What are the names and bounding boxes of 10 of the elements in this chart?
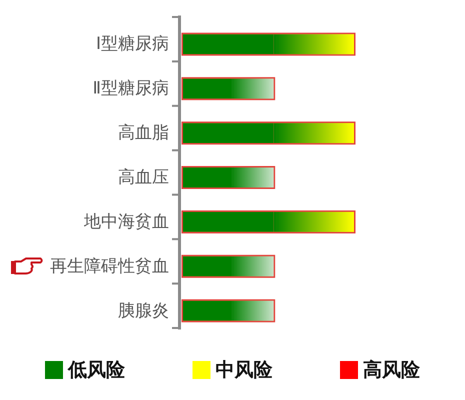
- y-tick-label: 再生障碍性贫血: [50, 256, 169, 276]
- y-tick-label: 胰腺炎: [118, 300, 169, 321]
- y-tick-label: 地中海贫血: [83, 212, 169, 232]
- y-tick-label: 高血脂: [118, 123, 169, 144]
- y-tick-label: Ⅰ型糖尿病: [96, 34, 169, 54]
- y-tick-label: 高血压: [118, 168, 169, 188]
- legend-label: 高风险: [363, 359, 421, 381]
- y-tick-label: Ⅱ型糖尿病: [92, 78, 169, 99]
- legend-label: 低风险: [67, 359, 126, 381]
- legend-label: 中风险: [216, 359, 274, 381]
